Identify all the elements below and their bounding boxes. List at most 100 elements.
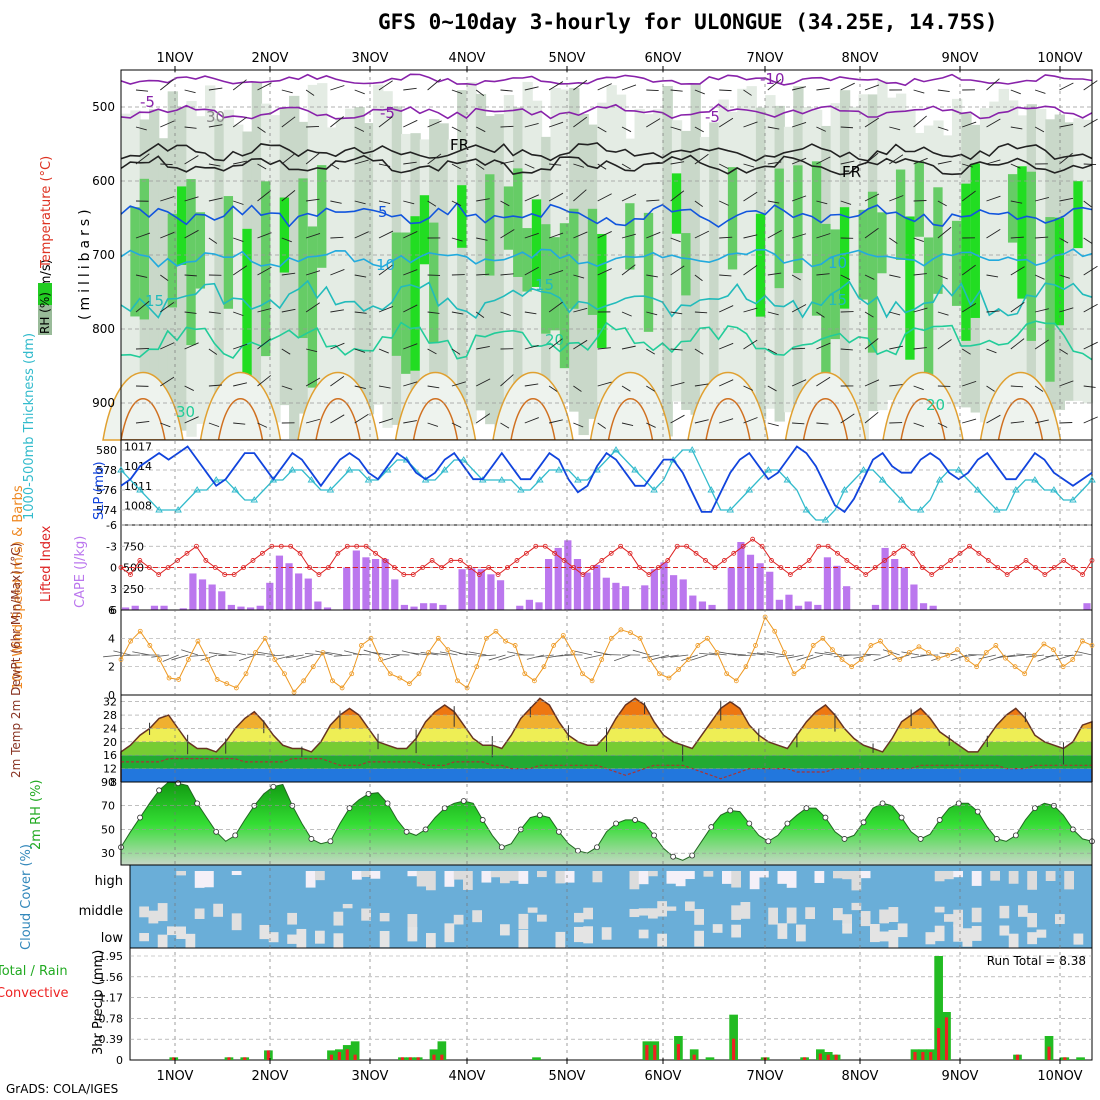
wind-barb [451, 163, 461, 170]
wind-barb [257, 190, 272, 202]
wind-barb-10m [824, 651, 843, 656]
cloud-mid-cell [527, 907, 538, 913]
rh-marker [613, 820, 619, 827]
lifted-tick: -3 [106, 540, 117, 553]
rh-green-cell [195, 212, 207, 289]
rh-band [345, 108, 356, 424]
cape-bar [535, 602, 543, 610]
cloud-low-cell [315, 930, 325, 944]
lifted-marker [382, 558, 388, 563]
lifted-marker [505, 565, 510, 570]
convective-bar [243, 1057, 247, 1060]
thickness-marker [916, 506, 925, 513]
rh-band [849, 106, 860, 425]
wind-barb [378, 385, 391, 389]
wind-barb [524, 383, 539, 387]
rh-green-cell [597, 233, 608, 348]
convective-bar [227, 1057, 231, 1060]
lifted-marker [1070, 565, 1076, 570]
y-tick-label: 600 [92, 174, 115, 188]
rh-green-cell [410, 216, 421, 371]
wind-barb [864, 411, 879, 424]
cape-bar [660, 562, 668, 610]
wind-barb [281, 385, 293, 390]
thickness-marker [707, 486, 716, 493]
thickness-marker [174, 506, 182, 513]
cloud-high-cell [685, 871, 695, 880]
wind-barb [281, 189, 296, 202]
wind-speed-marker [195, 638, 201, 644]
wind-barb [184, 342, 199, 350]
wind-speed-marker [695, 643, 701, 648]
wind-barb-10m [978, 654, 996, 660]
cape-bar [823, 557, 832, 610]
cloud-low-cell [139, 933, 149, 942]
lifted-marker [495, 572, 501, 577]
thickness-marker [1050, 486, 1058, 493]
wind-barb [524, 232, 539, 239]
cloud-mid-cell [139, 906, 149, 918]
wind-barb [330, 269, 345, 276]
lifted-marker [278, 543, 284, 549]
wind-speed-marker [339, 685, 345, 691]
cloud-high-cell [315, 871, 325, 881]
wind-barb [233, 237, 244, 243]
wind-barb [208, 422, 220, 428]
convective-bar [408, 1057, 412, 1060]
cloud-low-cell [657, 933, 667, 947]
contour-line [120, 248, 1093, 268]
wind-barb [184, 126, 197, 129]
warm-dome [882, 371, 964, 441]
day-label-bottom: 4NOV [449, 1069, 486, 1084]
wind-label: 10m Wind Speed (m/s) & Barbs [11, 485, 26, 690]
cloud-low-cell [638, 929, 649, 939]
cloud-low-cell [1073, 933, 1084, 945]
lifted-marker [919, 565, 925, 570]
cloud-high-cell [833, 871, 843, 879]
convective-bar [432, 1054, 436, 1060]
wind-speed-marker [128, 638, 134, 644]
cape-bar [900, 567, 908, 610]
thickness-marker [459, 456, 468, 463]
cape-bar [621, 586, 630, 610]
lifted-marker [429, 558, 435, 563]
wind-barb [840, 348, 853, 351]
thickness-marker [155, 506, 163, 513]
wind-barb [937, 160, 952, 165]
cloud-high-cell [1045, 871, 1056, 881]
wind-barb [694, 348, 704, 355]
rh-green-cell [671, 173, 683, 234]
wind-barb [840, 126, 853, 129]
wind-barb [548, 270, 564, 276]
lifted-marker [1089, 558, 1095, 563]
contour-line [120, 202, 1093, 228]
cloud-mid-cell [999, 905, 1010, 919]
wind-barb [451, 422, 462, 428]
rh-green-cell [867, 191, 879, 353]
wind-barb [427, 78, 441, 91]
rh-marker [746, 820, 753, 827]
wind-speed-marker [887, 650, 893, 655]
wind-barb [135, 153, 150, 165]
thickness-marker [117, 466, 125, 473]
rh-band [438, 123, 449, 438]
wind-speed-marker [358, 643, 364, 648]
day-label-bottom: 9NOV [942, 1069, 979, 1084]
wind-barb [233, 343, 248, 350]
wind-barb [986, 310, 1000, 313]
wind-barb [476, 346, 490, 350]
lifted-marker [627, 550, 633, 556]
wind-barb [573, 385, 582, 392]
wind-barb [937, 422, 948, 428]
cloud-mid-cell [842, 914, 852, 926]
wind-barb [1034, 308, 1049, 313]
wind-barb [476, 198, 490, 202]
cloud-high-cell [592, 871, 603, 883]
wind-barb [913, 422, 925, 427]
wind-barb [548, 192, 564, 202]
rh-green-cell [933, 187, 944, 294]
wind-barb [986, 228, 1001, 239]
rh-marker [556, 828, 562, 835]
day-label-top: 3NOV [352, 51, 389, 66]
